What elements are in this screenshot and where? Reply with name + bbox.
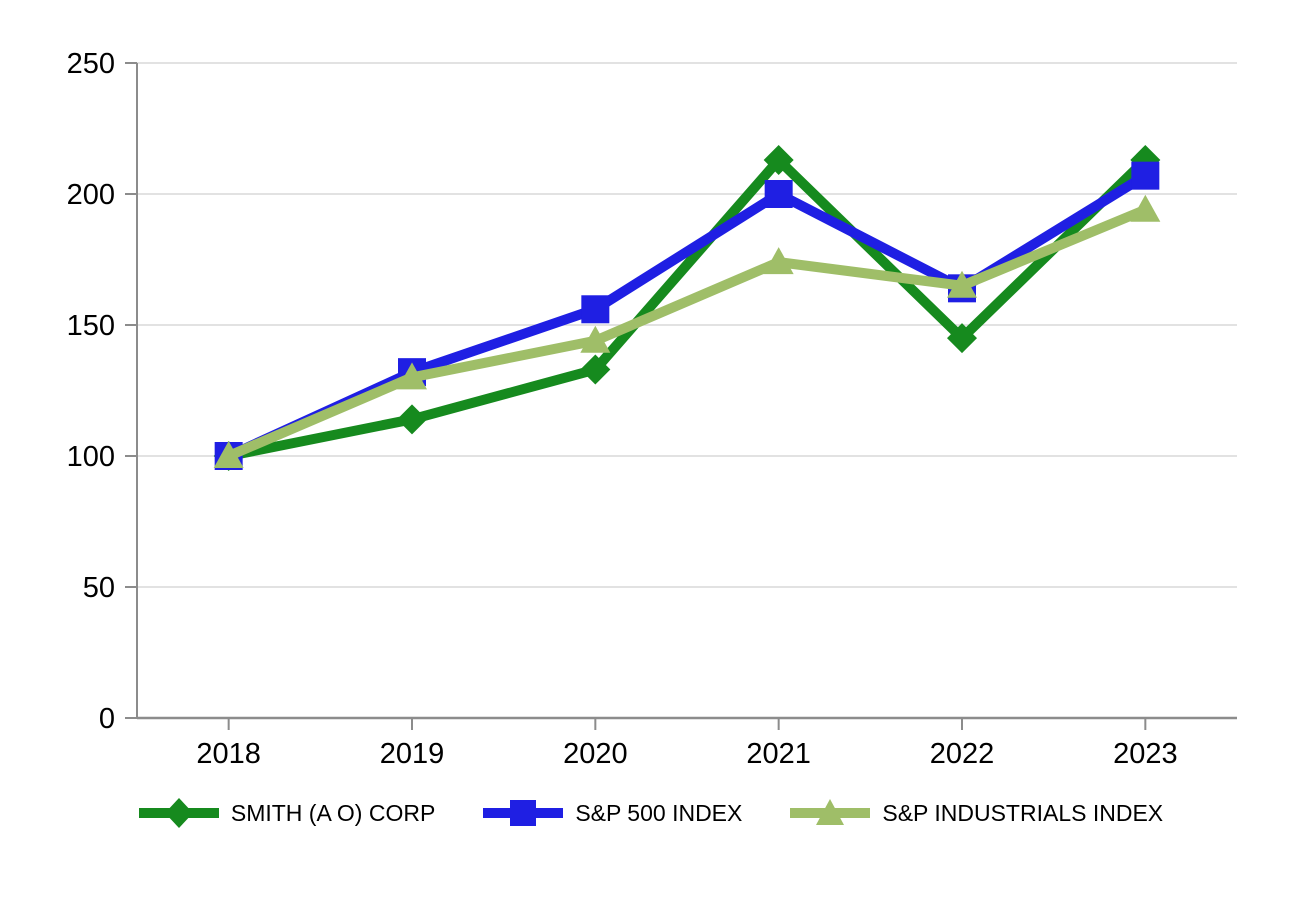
- series-1: [214, 161, 1160, 470]
- performance-line-chart: 0 50 100 150 200 250 2018 2019 2020 2021 2022 2023: [67, 48, 1237, 770]
- chart-legend: SMITH (A O) CORP S&P 500 INDEX S&P INDUS…: [0, 795, 1300, 831]
- triangle-marker: [397, 362, 427, 390]
- legend-label-sp500-index: S&P 500 INDEX: [575, 799, 743, 826]
- series-line: [226, 205, 1148, 461]
- series-line: [226, 171, 1148, 461]
- diamond-marker: [397, 404, 427, 435]
- diamond-marker: [580, 354, 611, 385]
- legend-swatch-triangle-icon: [790, 799, 871, 825]
- legend-item-sp-industrials-index: S&P INDUSTRIALS INDEX: [788, 795, 1163, 831]
- square-marker: [581, 295, 610, 324]
- square-marker: [1131, 161, 1160, 190]
- diamond-icon: [164, 798, 193, 828]
- y-tick-label: 250: [67, 48, 115, 80]
- x-tick-label: 2021: [746, 738, 811, 770]
- legend-item-smith-corp: SMITH (A O) CORP: [137, 795, 435, 831]
- x-tick-label: 2018: [196, 738, 261, 770]
- legend-label-smith-corp: SMITH (A O) CORP: [230, 799, 436, 826]
- x-tick-label: 2022: [930, 738, 995, 770]
- x-tick-label: 2020: [563, 738, 628, 770]
- diamond-marker: [947, 323, 977, 354]
- y-tick-label: 0: [99, 703, 115, 735]
- square-marker: [764, 180, 793, 208]
- triangle-marker: [580, 325, 611, 353]
- triangle-marker: [1130, 194, 1161, 222]
- triangle-marker: [947, 270, 977, 298]
- diamond-marker: [763, 144, 794, 175]
- triangle-marker: [763, 247, 794, 275]
- y-tick-label: 100: [67, 441, 115, 473]
- triangle-marker: [213, 441, 244, 468]
- legend-label-sp-industrials-index: S&P INDUSTRIALS INDEX: [882, 799, 1164, 826]
- y-tick-label: 150: [67, 310, 115, 342]
- y-tick-label: 200: [67, 179, 115, 211]
- triangle-icon: [816, 799, 845, 825]
- legend-swatch-diamond-icon: [138, 798, 219, 828]
- y-tick-label: 50: [83, 572, 115, 604]
- legend-item-sp500-index: S&P 500 INDEX: [481, 795, 742, 831]
- x-tick-label: 2019: [380, 738, 445, 770]
- legend-swatch-square-icon: [483, 800, 564, 826]
- x-tick-label: 2023: [1113, 738, 1178, 770]
- series-2: [213, 194, 1161, 468]
- square-icon: [510, 800, 537, 826]
- series-line: [227, 154, 1149, 461]
